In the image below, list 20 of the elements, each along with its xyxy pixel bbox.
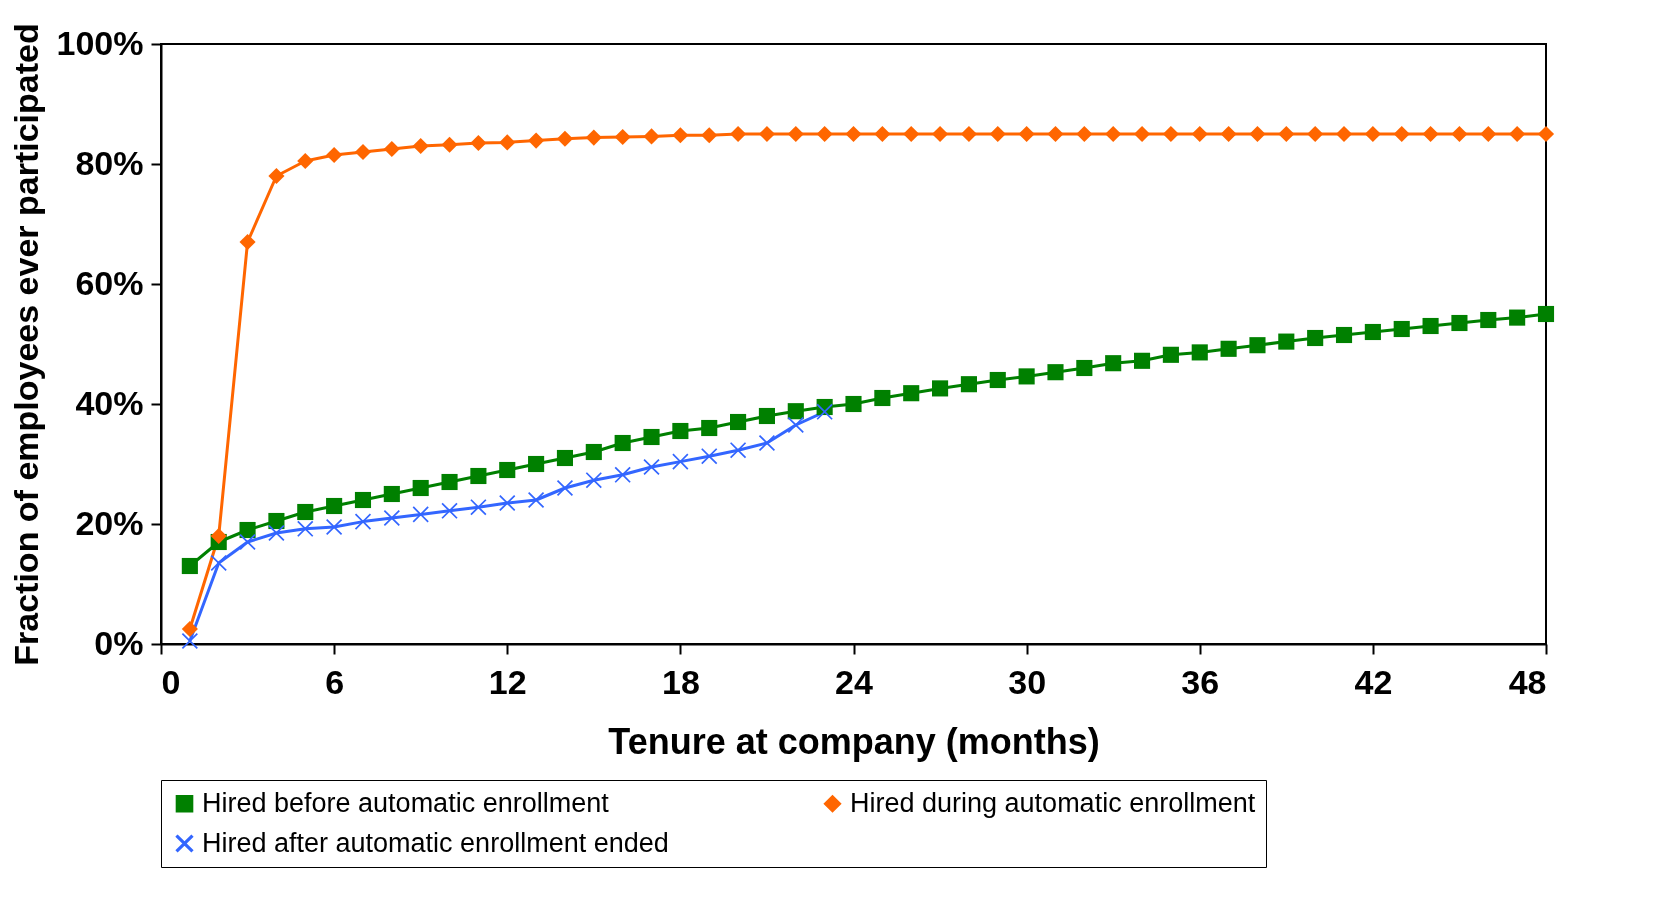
- y-tick-label: 0%: [94, 623, 144, 662]
- x-tick-label: 0: [161, 662, 181, 701]
- x-tick-label: 48: [1508, 662, 1547, 701]
- x-tick-label: 36: [1181, 662, 1220, 701]
- x-tick-label: 18: [661, 662, 700, 701]
- y-tick-label: 60%: [75, 263, 144, 302]
- x-tick-label: 6: [325, 662, 345, 701]
- y-tick-label: 40%: [75, 383, 144, 422]
- x-tick-label: 42: [1354, 662, 1393, 701]
- y-tick-label: 20%: [75, 503, 144, 542]
- legend-label: Hired before automatic enrollment: [202, 787, 610, 818]
- y-axis-title: Fraction of employees ever participated: [6, 23, 45, 666]
- x-tick-label: 24: [835, 662, 873, 701]
- legend-label: Hired during automatic enrollment: [850, 787, 1256, 818]
- y-tick-label: 100%: [56, 23, 144, 62]
- y-tick-label: 80%: [75, 143, 144, 182]
- x-tick-label: 12: [488, 662, 527, 701]
- legend-label: Hired after automatic enrollment ended: [202, 827, 669, 858]
- x-tick-label: 30: [1008, 662, 1047, 701]
- x-axis-title: Tenure at company (months): [608, 720, 1100, 762]
